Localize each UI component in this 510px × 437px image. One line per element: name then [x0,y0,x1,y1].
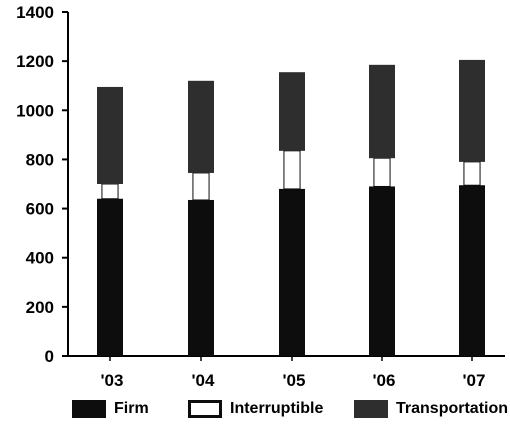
x-tick-label: '04 [192,371,215,390]
bar-firm-4 [459,185,485,356]
y-tick-label: 1000 [16,101,54,120]
y-tick-label: 600 [26,200,54,219]
x-tick-label: '03 [101,371,124,390]
interruptible-swatch-icon [188,400,222,418]
bar-transportation-0 [97,86,123,184]
bar-firm-0 [97,198,123,356]
bar-interruptible-1 [192,172,210,201]
bar-firm-2 [279,188,305,356]
bar-firm-1 [188,199,214,356]
x-tick-label: '06 [373,371,396,390]
bar-transportation-4 [459,59,485,162]
legend-label-interruptible: Interruptible [230,400,324,417]
bar-transportation-2 [279,72,305,151]
bar-interruptible-0 [101,183,119,200]
y-tick-label: 1400 [16,3,54,22]
tick-labels: 0 200 400 600 800 1000 1200 1400 '03 '04 '05 '06 '07 [16,3,485,390]
y-tick-label: 200 [26,298,54,317]
stacked-bar-chart: 0 200 400 600 800 1000 1200 1400 '03 '04 '05 '06 '07 [16,3,505,390]
legend-label-firm: Firm [114,400,149,417]
y-tick-label: 400 [26,249,54,268]
x-tick-label: '05 [283,371,306,390]
x-tick-label: '07 [463,371,486,390]
y-tick-label: 0 [45,347,54,366]
legend-item-transportation: Transportation [354,400,508,418]
legend-label-transportation: Transportation [396,400,509,417]
bar-firm-3 [369,186,395,356]
y-tick-label: 800 [26,150,54,169]
transportation-swatch-icon [354,400,388,418]
bar-interruptible-4 [463,161,481,186]
firm-swatch-icon [72,400,106,418]
bars [97,59,485,356]
y-tick-label: 1200 [16,52,54,71]
bar-transportation-1 [188,80,214,173]
bar-transportation-3 [369,64,395,159]
legend: Firm Interruptible Transportation [0,400,510,430]
bar-interruptible-3 [373,157,391,187]
axes [62,11,505,361]
bar-interruptible-2 [283,150,301,190]
legend-item-firm: Firm [72,400,149,418]
legend-item-interruptible: Interruptible [188,400,323,418]
